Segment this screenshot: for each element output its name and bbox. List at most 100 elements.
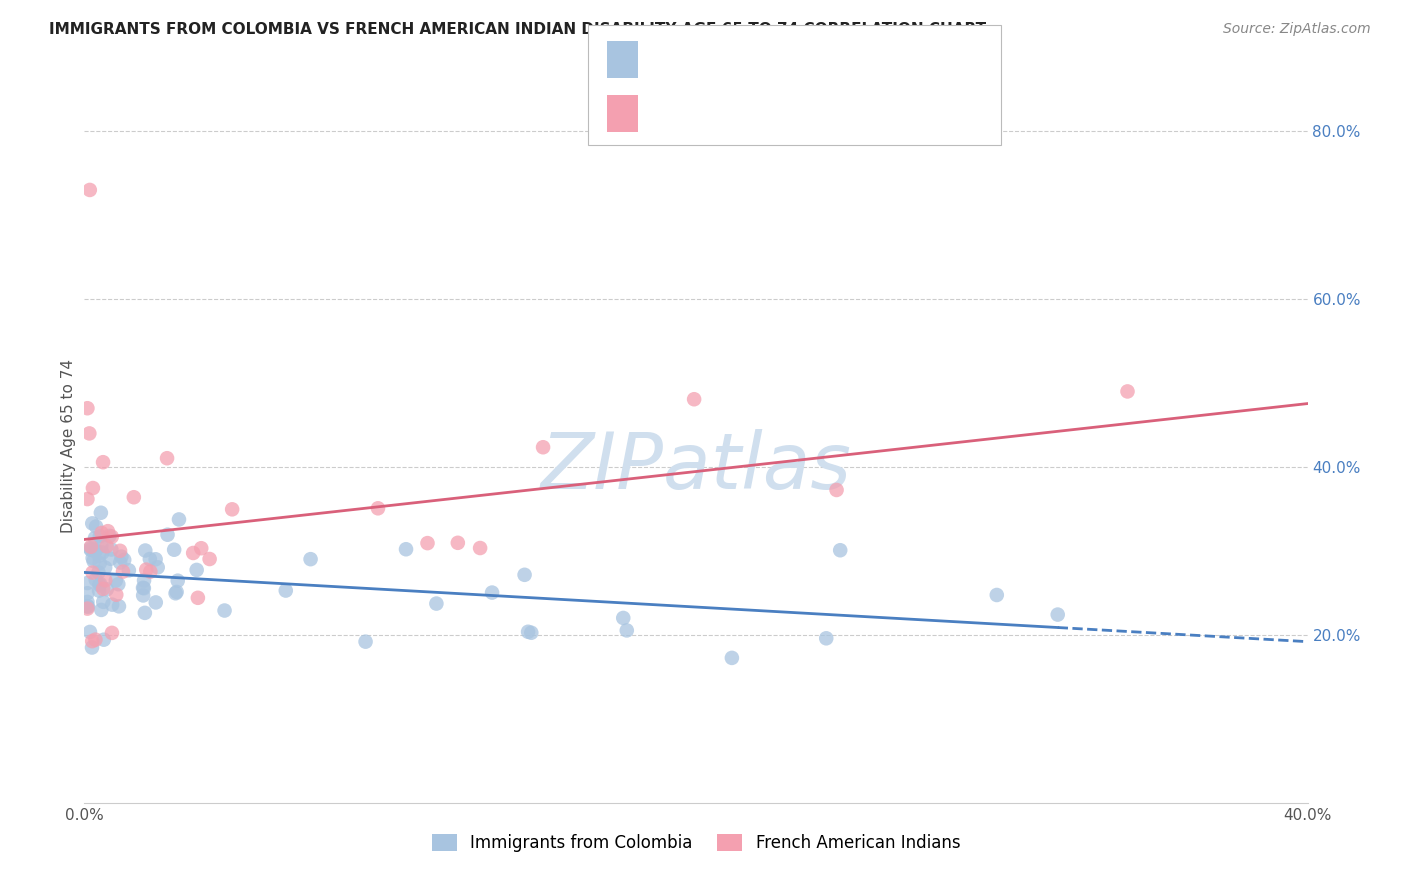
Point <box>112 553 135 567</box>
Text: ZIPatlas: ZIPatlas <box>540 429 852 506</box>
Point <box>82 551 104 566</box>
Point <box>84 543 107 558</box>
Point <box>135 563 157 577</box>
Point <box>139 565 162 579</box>
Point <box>132 581 155 595</box>
Point <box>101 626 124 640</box>
Point <box>221 502 243 516</box>
Text: R =: R = <box>652 104 692 122</box>
Point <box>87 583 110 598</box>
Point <box>90 603 112 617</box>
Text: 77: 77 <box>814 51 837 69</box>
Point <box>163 542 186 557</box>
Point <box>97 524 120 538</box>
Point <box>76 576 98 591</box>
Point <box>616 624 638 638</box>
Point <box>299 552 322 566</box>
Point <box>79 183 101 197</box>
Point <box>395 542 418 557</box>
Point <box>76 599 98 614</box>
Point <box>84 544 107 558</box>
Point <box>90 525 112 540</box>
Point <box>84 519 107 533</box>
Point <box>82 481 104 495</box>
Point <box>520 625 543 640</box>
Point <box>1116 384 1139 399</box>
Point <box>84 573 107 587</box>
Point <box>100 551 122 566</box>
Point <box>96 582 118 597</box>
Point <box>82 566 104 580</box>
Point <box>683 392 706 407</box>
Legend: Immigrants from Colombia, French American Indians: Immigrants from Colombia, French America… <box>425 827 967 859</box>
Text: 0.169: 0.169 <box>695 104 752 122</box>
Point <box>190 541 212 556</box>
Point <box>89 577 111 591</box>
Point <box>354 634 377 648</box>
Point <box>89 529 111 543</box>
Point <box>166 585 188 599</box>
Point <box>156 527 179 541</box>
Point <box>830 543 852 558</box>
Point <box>111 565 134 579</box>
Point <box>104 574 127 588</box>
Point <box>100 542 122 557</box>
Point <box>90 539 112 553</box>
Y-axis label: Disability Age 65 to 74: Disability Age 65 to 74 <box>60 359 76 533</box>
Point <box>91 582 114 596</box>
Point <box>166 574 188 588</box>
Point <box>815 632 838 646</box>
Point <box>79 624 101 639</box>
Text: -0.363: -0.363 <box>695 51 752 69</box>
Point <box>416 536 439 550</box>
Point <box>468 541 491 555</box>
Point <box>517 624 540 639</box>
Point <box>425 597 447 611</box>
Point <box>145 552 167 566</box>
Point <box>513 567 536 582</box>
Point <box>80 640 103 655</box>
Point <box>80 542 103 557</box>
Point <box>89 556 111 570</box>
Point <box>165 586 187 600</box>
Point <box>134 543 156 558</box>
Point <box>108 599 131 614</box>
Point <box>139 552 162 566</box>
Point <box>274 583 297 598</box>
Text: N =: N = <box>772 51 824 69</box>
Point <box>721 651 744 665</box>
Point <box>91 455 114 469</box>
Point <box>132 574 155 588</box>
Point <box>146 560 169 574</box>
Point <box>132 581 155 595</box>
Point <box>214 603 236 617</box>
Text: IMMIGRANTS FROM COLOMBIA VS FRENCH AMERICAN INDIAN DISABILITY AGE 65 TO 74 CORRE: IMMIGRANTS FROM COLOMBIA VS FRENCH AMERI… <box>49 22 987 37</box>
Point <box>134 606 156 620</box>
Point <box>94 560 117 574</box>
Point <box>181 546 204 560</box>
Point <box>1046 607 1069 622</box>
Point <box>531 440 554 454</box>
Point <box>447 536 470 550</box>
Point <box>90 506 112 520</box>
Point <box>110 549 132 564</box>
Point <box>108 543 131 558</box>
Point <box>82 634 104 648</box>
Point <box>986 588 1008 602</box>
Point <box>156 451 179 466</box>
Point <box>100 530 122 544</box>
Point <box>187 591 209 605</box>
Point <box>96 539 118 553</box>
Point <box>93 632 115 647</box>
Point <box>79 541 101 556</box>
Point <box>84 531 107 545</box>
Point <box>107 577 129 591</box>
Point <box>87 566 110 580</box>
Point <box>76 491 98 506</box>
Point <box>98 529 121 543</box>
Point <box>132 589 155 603</box>
Point <box>82 516 104 531</box>
Point <box>89 578 111 592</box>
Text: 38: 38 <box>814 104 837 122</box>
Point <box>105 588 128 602</box>
